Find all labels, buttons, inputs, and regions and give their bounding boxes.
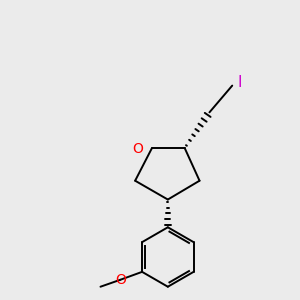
Text: O: O xyxy=(133,142,143,156)
Text: O: O xyxy=(115,273,126,287)
Text: I: I xyxy=(237,75,242,90)
